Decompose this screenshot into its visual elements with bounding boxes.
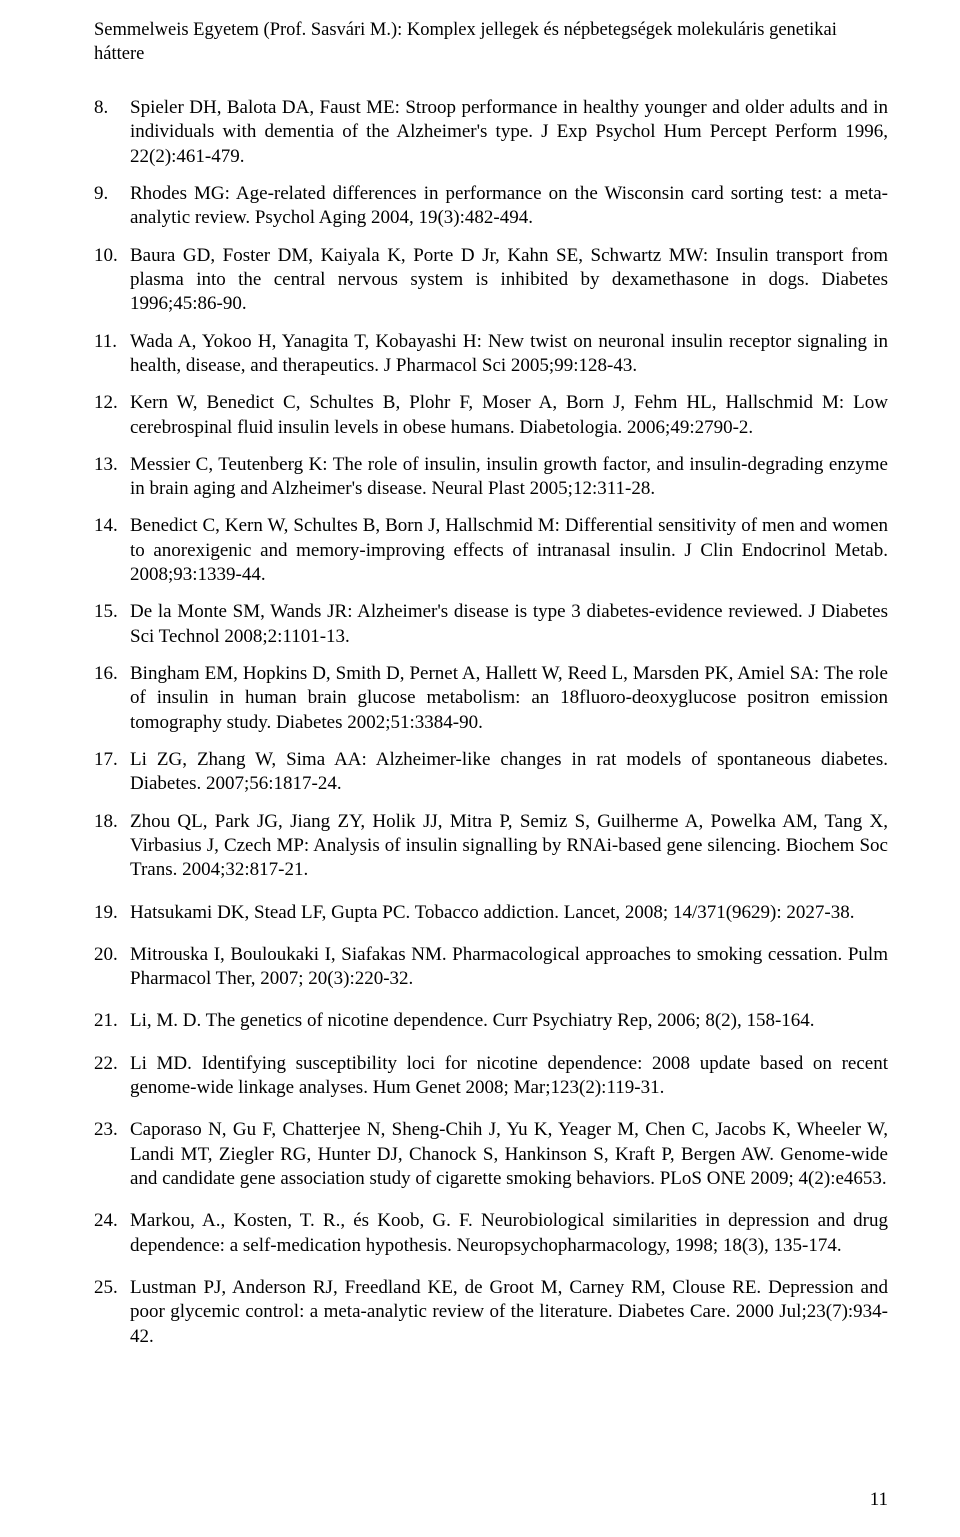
reference-item: 19. Hatsukami DK, Stead LF, Gupta PC. Tob… — [94, 901, 888, 925]
reference-item: 11. Wada A, Yokoo H, Yanagita T, Kobayash… — [94, 330, 888, 379]
reference-number: 21. — [94, 1009, 118, 1033]
reference-item: 24. Markou, A., Kosten, T. R., és Koob, G… — [94, 1209, 888, 1258]
reference-item: 18. Zhou QL, Park JG, Jiang ZY, Holik JJ,… — [94, 810, 888, 883]
reference-text: Bingham EM, Hopkins D, Smith D, Pernet A… — [130, 663, 888, 733]
page-number: 11 — [870, 1489, 888, 1511]
reference-number: 13. — [94, 453, 118, 477]
reference-number: 10. — [94, 244, 118, 268]
reference-text: Caporaso N, Gu F, Chatterjee N, Sheng-Ch… — [130, 1119, 888, 1189]
reference-text: Messier C, Teutenberg K: The role of ins… — [130, 454, 888, 499]
reference-number: 12. — [94, 391, 118, 415]
reference-number: 15. — [94, 600, 118, 624]
reference-number: 16. — [94, 662, 118, 686]
reference-item: 9. Rhodes MG: Age-related differences in … — [94, 182, 888, 231]
reference-item: 15. De la Monte SM, Wands JR: Alzheimer's… — [94, 600, 888, 649]
reference-number: 24. — [94, 1209, 118, 1233]
reference-list: 8. Spieler DH, Balota DA, Faust ME: Stroo… — [94, 96, 888, 1349]
reference-item: 25. Lustman PJ, Anderson RJ, Freedland KE… — [94, 1276, 888, 1349]
reference-item: 14. Benedict C, Kern W, Schultes B, Born … — [94, 514, 888, 587]
reference-number: 18. — [94, 810, 118, 834]
reference-text: Li, M. D. The genetics of nicotine depen… — [130, 1010, 815, 1031]
reference-text: Zhou QL, Park JG, Jiang ZY, Holik JJ, Mi… — [130, 811, 888, 881]
reference-item: 23. Caporaso N, Gu F, Chatterjee N, Sheng… — [94, 1118, 888, 1191]
reference-item: 17. Li ZG, Zhang W, Sima AA: Alzheimer-li… — [94, 748, 888, 797]
reference-item: 8. Spieler DH, Balota DA, Faust ME: Stroo… — [94, 96, 888, 169]
reference-number: 17. — [94, 748, 118, 772]
reference-text: Mitrouska I, Bouloukaki I, Siafakas NM. … — [130, 944, 888, 989]
reference-text: Li ZG, Zhang W, Sima AA: Alzheimer-like … — [130, 749, 888, 794]
page-container: Semmelweis Egyetem (Prof. Sasvári M.): K… — [0, 0, 960, 1537]
reference-item: 13. Messier C, Teutenberg K: The role of … — [94, 453, 888, 502]
reference-number: 14. — [94, 514, 118, 538]
reference-text: Markou, A., Kosten, T. R., és Koob, G. F… — [130, 1210, 888, 1255]
reference-text: De la Monte SM, Wands JR: Alzheimer's di… — [130, 601, 888, 646]
reference-number: 20. — [94, 943, 118, 967]
reference-item: 12. Kern W, Benedict C, Schultes B, Plohr… — [94, 391, 888, 440]
reference-text: Rhodes MG: Age-related differences in pe… — [130, 183, 888, 228]
reference-text: Spieler DH, Balota DA, Faust ME: Stroop … — [130, 97, 888, 167]
reference-text: Lustman PJ, Anderson RJ, Freedland KE, d… — [130, 1277, 888, 1347]
reference-item: 21. Li, M. D. The genetics of nicotine de… — [94, 1009, 888, 1033]
reference-item: 20. Mitrouska I, Bouloukaki I, Siafakas N… — [94, 943, 888, 992]
page-header: Semmelweis Egyetem (Prof. Sasvári M.): K… — [94, 18, 888, 66]
reference-text: Li MD. Identifying susceptibility loci f… — [130, 1053, 888, 1098]
reference-text: Benedict C, Kern W, Schultes B, Born J, … — [130, 515, 888, 585]
reference-text: Wada A, Yokoo H, Yanagita T, Kobayashi H… — [130, 331, 888, 376]
reference-item: 22. Li MD. Identifying susceptibility loc… — [94, 1052, 888, 1101]
reference-number: 8. — [94, 96, 108, 120]
reference-number: 9. — [94, 182, 108, 206]
reference-number: 22. — [94, 1052, 118, 1076]
reference-text: Kern W, Benedict C, Schultes B, Plohr F,… — [130, 392, 888, 437]
reference-item: 10. Baura GD, Foster DM, Kaiyala K, Porte… — [94, 244, 888, 317]
reference-text: Hatsukami DK, Stead LF, Gupta PC. Tobacc… — [130, 902, 855, 923]
reference-item: 16. Bingham EM, Hopkins D, Smith D, Perne… — [94, 662, 888, 735]
reference-number: 25. — [94, 1276, 118, 1300]
reference-number: 23. — [94, 1118, 118, 1142]
reference-number: 11. — [94, 330, 117, 354]
reference-text: Baura GD, Foster DM, Kaiyala K, Porte D … — [130, 245, 888, 315]
reference-number: 19. — [94, 901, 118, 925]
